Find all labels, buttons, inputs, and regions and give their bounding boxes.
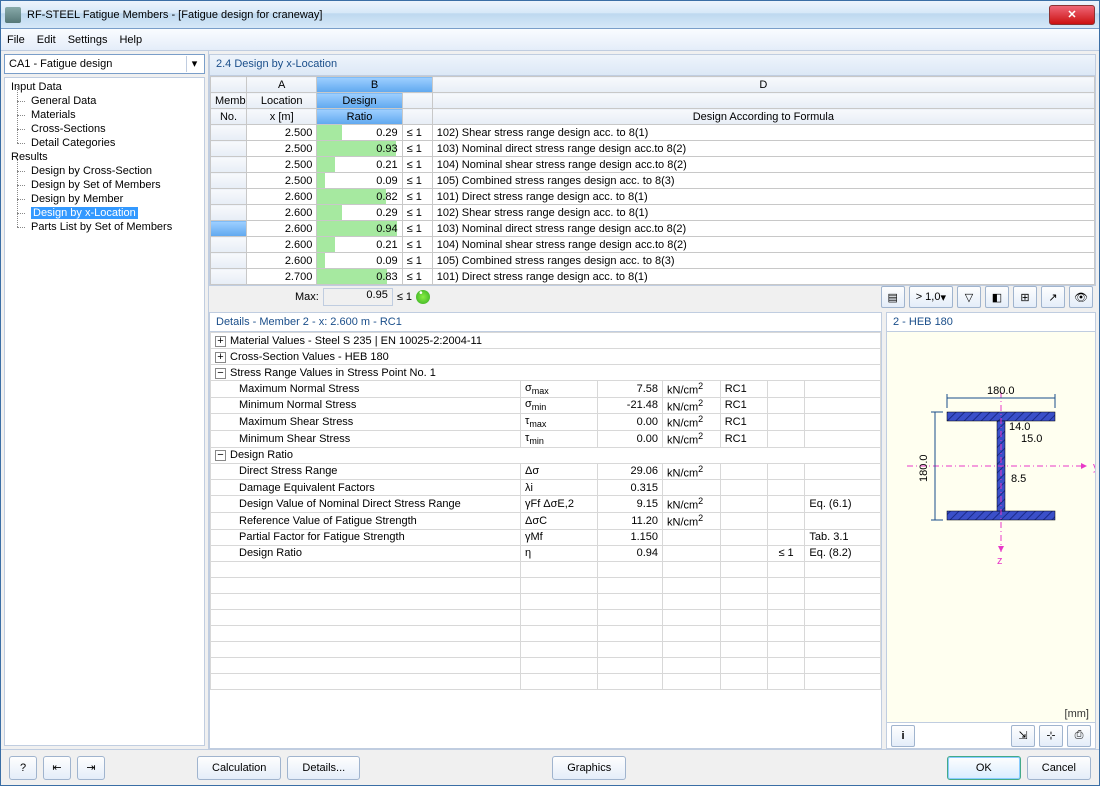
ok-icon bbox=[416, 290, 430, 304]
close-button[interactable]: ✕ bbox=[1049, 5, 1095, 25]
excel-button[interactable]: ⊞ bbox=[1013, 286, 1037, 308]
tree-cross-sections[interactable]: Cross-Sections bbox=[5, 122, 204, 136]
case-combo-value: CA1 - Fatigue design bbox=[9, 58, 112, 70]
max-summary: Max: 0.95 ≤ 1 ▤ > 1,0 ▾ ▽ ◧ ⊞ ↗ 👁 bbox=[209, 286, 1099, 308]
case-combo[interactable]: CA1 - Fatigue design ▾ bbox=[4, 54, 205, 74]
chevron-down-icon: ▾ bbox=[186, 56, 202, 72]
footer: ? ⇤ ⇥ Calculation Details... Graphics OK… bbox=[1, 749, 1099, 785]
panel-title: 2.4 Design by x-Location bbox=[209, 54, 1096, 76]
info-button[interactable]: i bbox=[891, 725, 915, 747]
tree-design-set-members[interactable]: Design by Set of Members bbox=[5, 178, 204, 192]
max-label: Max: bbox=[295, 291, 319, 303]
details-panel: Details - Member 2 - x: 2.600 m - RC1 +M… bbox=[209, 312, 882, 749]
axes-button[interactable]: ⇲ bbox=[1011, 725, 1035, 747]
tree-materials[interactable]: Materials bbox=[5, 108, 204, 122]
preview-title: 2 - HEB 180 bbox=[887, 313, 1095, 332]
svg-text:y: y bbox=[1093, 461, 1095, 473]
details-title: Details - Member 2 - x: 2.600 m - RC1 bbox=[210, 313, 881, 332]
details-button[interactable]: Details... bbox=[287, 756, 360, 780]
svg-text:180.0: 180.0 bbox=[918, 454, 930, 482]
max-value: 0.95 bbox=[323, 288, 393, 306]
nav-tree: Input Data General Data Materials Cross-… bbox=[4, 77, 205, 746]
color-scale-button[interactable]: ◧ bbox=[985, 286, 1009, 308]
tree-design-member[interactable]: Design by Member bbox=[5, 192, 204, 206]
cancel-button[interactable]: Cancel bbox=[1027, 756, 1091, 780]
titlebar: RF-STEEL Fatigue Members - [Fatigue desi… bbox=[1, 1, 1099, 29]
svg-text:15.0: 15.0 bbox=[1021, 433, 1042, 445]
menu-edit[interactable]: Edit bbox=[37, 34, 56, 46]
svg-text:8.5: 8.5 bbox=[1011, 473, 1026, 485]
svg-text:14.0: 14.0 bbox=[1009, 421, 1030, 433]
calculation-button[interactable]: Calculation bbox=[197, 756, 281, 780]
graphics-button[interactable]: Graphics bbox=[552, 756, 626, 780]
max-limit: ≤ 1 bbox=[397, 291, 412, 303]
preview-unit: [mm] bbox=[887, 706, 1095, 722]
svg-text:z: z bbox=[997, 555, 1003, 567]
section-drawing: y z 180.0 180.0 14.0 15.0 bbox=[887, 332, 1095, 632]
tree-design-cross-section[interactable]: Design by Cross-Section bbox=[5, 164, 204, 178]
app-icon bbox=[5, 7, 21, 23]
menubar: File Edit Settings Help bbox=[1, 29, 1099, 51]
menu-settings[interactable]: Settings bbox=[68, 34, 108, 46]
results-grid[interactable]: ABDMemberLocationDesignNo.x [m]RatioDesi… bbox=[209, 76, 1096, 286]
dims-button[interactable]: ⊹ bbox=[1039, 725, 1063, 747]
goto-button[interactable]: ↗ bbox=[1041, 286, 1065, 308]
funnel-button[interactable]: ▽ bbox=[957, 286, 981, 308]
tree-input-data[interactable]: Input Data bbox=[5, 80, 204, 94]
tree-parts-list[interactable]: Parts List by Set of Members bbox=[5, 220, 204, 234]
menu-help[interactable]: Help bbox=[119, 34, 142, 46]
filter-combo[interactable]: > 1,0 ▾ bbox=[909, 286, 953, 308]
svg-text:180.0: 180.0 bbox=[987, 385, 1015, 397]
tree-results[interactable]: Results bbox=[5, 150, 204, 164]
menu-file[interactable]: File bbox=[7, 34, 25, 46]
print-button[interactable]: ⎙ bbox=[1067, 725, 1091, 747]
prev-button[interactable]: ⇤ bbox=[43, 756, 71, 780]
window-title: RF-STEEL Fatigue Members - [Fatigue desi… bbox=[27, 9, 1049, 21]
section-preview: 2 - HEB 180 bbox=[886, 312, 1096, 749]
next-button[interactable]: ⇥ bbox=[77, 756, 105, 780]
help-button[interactable]: ? bbox=[9, 756, 37, 780]
tree-general-data[interactable]: General Data bbox=[5, 94, 204, 108]
view-button[interactable]: 👁 bbox=[1069, 286, 1093, 308]
tree-design-x-location[interactable]: Design by x-Location bbox=[5, 206, 204, 220]
tree-detail-categories[interactable]: Detail Categories bbox=[5, 136, 204, 150]
ok-button[interactable]: OK bbox=[947, 756, 1021, 780]
filter-list-button[interactable]: ▤ bbox=[881, 286, 905, 308]
